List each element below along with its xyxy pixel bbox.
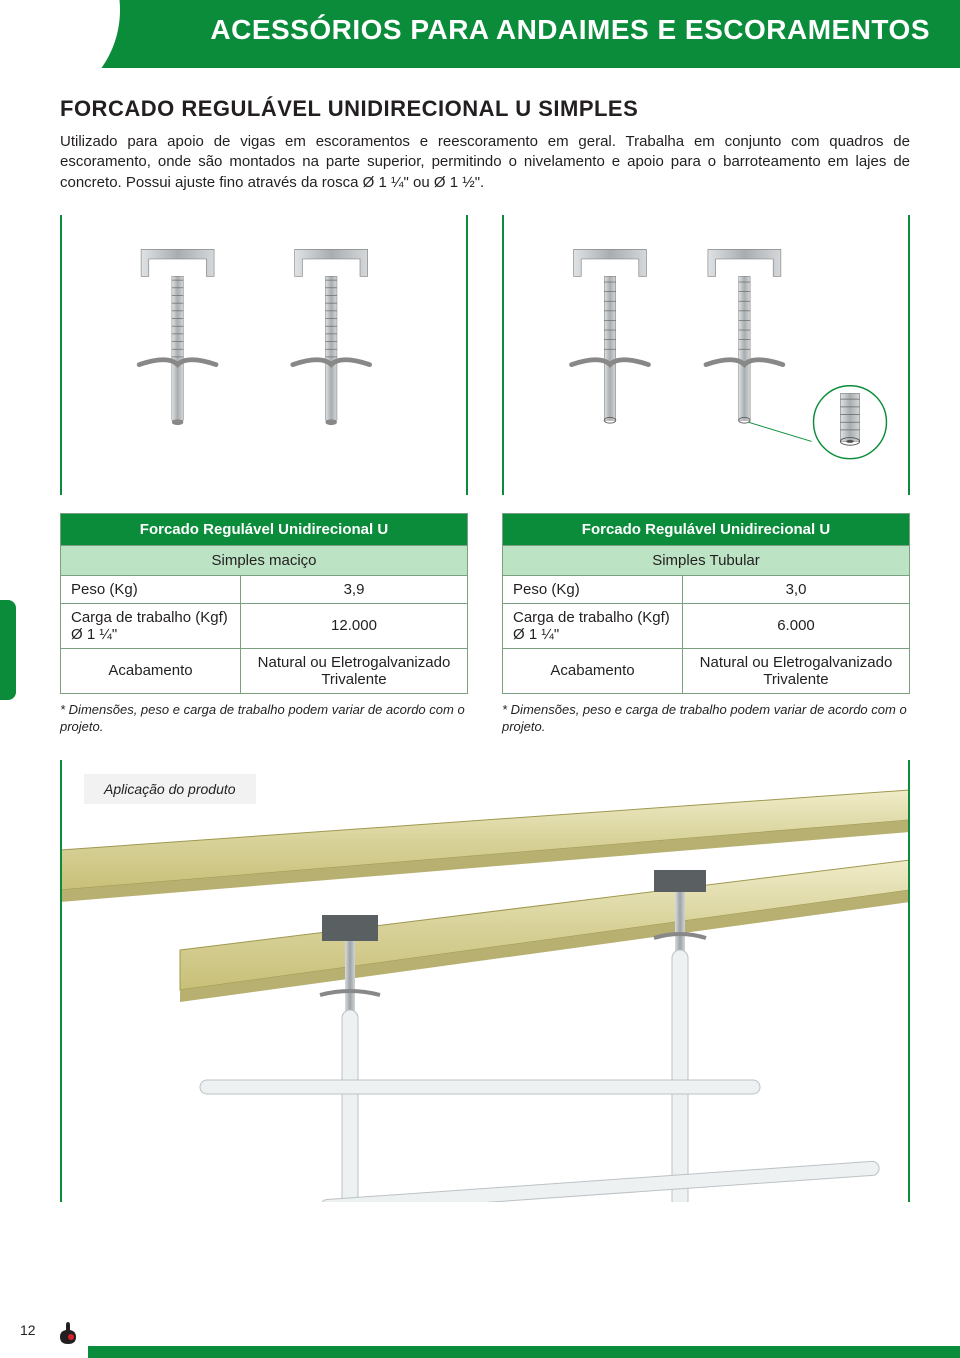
application-label: Aplicação do produto xyxy=(84,774,256,804)
table-row: AcabamentoNatural ou Eletrogalvanizado T… xyxy=(503,648,910,693)
application-image-frame: Aplicação do produto xyxy=(60,760,910,1202)
spec-table-tubular: Forcado Regulável Unidirecional U Simple… xyxy=(502,513,910,694)
table-subheader: Simples Tubular xyxy=(503,545,910,575)
side-tab xyxy=(0,600,16,700)
section-title: FORCADO REGULÁVEL UNIDIRECIONAL U SIMPLE… xyxy=(60,96,910,122)
section-description: Utilizado para apoio de vigas em escoram… xyxy=(60,132,910,193)
table-header: Forcado Regulável Unidirecional U xyxy=(61,513,468,545)
spec-table-solid: Forcado Regulável Unidirecional U Simple… xyxy=(60,513,468,694)
footnote: * Dimensões, peso e carga de trabalho po… xyxy=(60,702,468,736)
product-image-solid xyxy=(60,215,468,495)
footer-bar xyxy=(88,1346,960,1358)
table-header: Forcado Regulável Unidirecional U xyxy=(503,513,910,545)
forcado-tubular-illustration xyxy=(514,225,898,485)
header-title: ACESSÓRIOS PARA ANDAIMES E ESCORAMENTOS xyxy=(210,14,930,46)
header-curve xyxy=(0,0,120,68)
brand-logo-icon xyxy=(54,1320,80,1346)
header-banner: ACESSÓRIOS PARA ANDAIMES E ESCORAMENTOS xyxy=(0,0,960,68)
table-row: Carga de trabalho (Kgf) Ø 1 ¼"12.000 xyxy=(61,603,468,648)
table-row: AcabamentoNatural ou Eletrogalvanizado T… xyxy=(61,648,468,693)
table-row: Peso (Kg)3,0 xyxy=(503,575,910,603)
footnote: * Dimensões, peso e carga de trabalho po… xyxy=(502,702,910,736)
forcado-solid-illustration xyxy=(72,225,456,485)
product-image-tubular xyxy=(502,215,910,495)
table-row: Carga de trabalho (Kgf) Ø 1 ¼"6.000 xyxy=(503,603,910,648)
table-row: Peso (Kg)3,9 xyxy=(61,575,468,603)
application-illustration xyxy=(62,760,908,1202)
table-subheader: Simples maciço xyxy=(61,545,468,575)
page-number: 12 xyxy=(20,1322,36,1338)
